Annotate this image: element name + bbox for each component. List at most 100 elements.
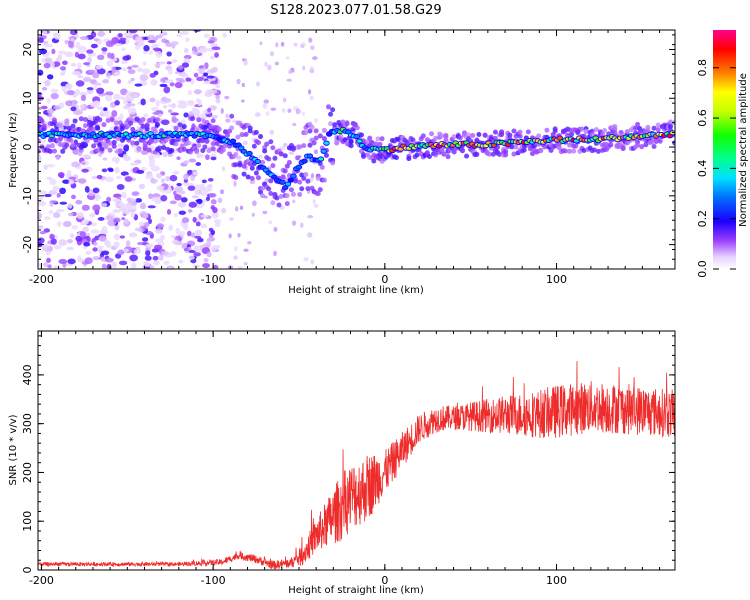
spectrogram-halo-cell: [268, 191, 274, 197]
spectrogram-halo-cell: [142, 144, 148, 150]
spectrogram-halo-cell: [340, 119, 346, 125]
spectrogram-halo-cell: [144, 123, 150, 129]
spectrogram-halo-cell: [305, 186, 311, 192]
spectrogram-halo-cell: [196, 117, 202, 123]
spectrogram-noise-cell: [193, 252, 201, 257]
spectrogram-noise-cell: [127, 80, 133, 84]
spectrogram-noise-cell: [200, 191, 209, 197]
spectrogram-ridge-cell: [505, 142, 511, 147]
spectrogram-halo-cell: [511, 151, 517, 157]
spectrogram-noise-cell: [119, 37, 127, 42]
spectrogram-noise-cell: [106, 60, 114, 67]
spectrogram-noise-cell: [79, 104, 86, 109]
spectrogram-noise-cell: [92, 204, 101, 212]
spectrogram-noise-cell: [167, 68, 173, 75]
spectrogram-noise-cell: [208, 193, 217, 198]
spectrogram-halo-cell: [297, 144, 303, 150]
spectrogram-noise-cell: [188, 201, 198, 208]
spectrogram-halo-cell: [326, 104, 332, 110]
spectrogram-noise-cell: [111, 66, 116, 73]
spectrogram-noise-cell: [92, 256, 100, 261]
spectrogram-noise-cell: [92, 72, 100, 79]
spectrogram-halo-cell: [538, 147, 544, 153]
spectrogram-noise-cell: [208, 227, 214, 232]
spectrogram-noise-cell: [161, 251, 170, 256]
spectrogram-halo-cell: [243, 131, 249, 137]
spectrogram-noise-cell: [65, 83, 72, 89]
spectrogram-halo-cell: [210, 118, 216, 124]
spectrogram-noise-cell: [210, 245, 219, 252]
spectrogram-noise-cell: [73, 110, 83, 116]
spectrogram-noise-cell: [38, 237, 45, 244]
spectrogram-noise-cell: [74, 88, 80, 96]
snr-x-tick-label: 0: [381, 574, 388, 587]
spectrogram-noise-cell: [66, 238, 73, 244]
spectrogram-halo-cell: [119, 123, 125, 129]
spectrogram-noise-cell: [183, 173, 189, 180]
spectrogram-noise-cell: [75, 235, 83, 242]
spectrogram-halo-cell: [233, 175, 239, 181]
spectrogram-halo-cell: [429, 131, 435, 137]
spectrogram-ridge-cell: [247, 151, 252, 156]
spectrogram-noise-cell: [121, 217, 126, 221]
spectrogram-noise-cell: [167, 266, 173, 269]
spectrogram-noise-cell: [75, 41, 81, 49]
spectrogram-noise-cell: [169, 251, 177, 257]
spectrogram-noise-cell: [61, 85, 67, 92]
spectrogram-noise-cell: [71, 225, 78, 230]
spectrogram-noise-cell: [267, 30, 271, 34]
spectrogram-noise-cell: [148, 159, 156, 165]
spectrogram-halo-cell: [258, 189, 264, 195]
spectrogram-halo-cell: [264, 141, 270, 147]
spectrogram-noise-cell: [79, 230, 86, 238]
spectrogram-noise-cell: [121, 47, 126, 51]
spectrogram-noise-cell: [96, 245, 104, 250]
spectrogram-noise-cell: [288, 151, 295, 155]
spectrogram-halo-cell: [270, 200, 276, 206]
spectrogram-noise-cell: [193, 72, 199, 78]
spectrogram-noise-cell: [122, 105, 130, 110]
spectrogram-noise-cell: [91, 175, 98, 180]
spectrogram-halo-cell: [68, 137, 74, 143]
colorbar: 0.0 0.2 0.4 0.6 0.8 Normalized spectral ampl…: [696, 30, 749, 278]
spectrogram-noise-cell: [183, 160, 189, 165]
spectrogram-noise-cell: [181, 73, 189, 79]
spectrogram-halo-cell: [600, 131, 606, 137]
spectrogram-noise-cell: [168, 224, 173, 231]
spectrogram-noise-cell: [181, 62, 190, 68]
spectrogram-halo-cell: [41, 123, 47, 129]
spectrogram-noise-cell: [100, 202, 108, 208]
spectrogram-noise-cell: [176, 156, 181, 160]
spectrogram-halo-cell: [200, 148, 206, 154]
spectrogram-ridge-cell: [346, 130, 351, 134]
spectrogram-noise-cell: [70, 194, 76, 200]
spectrogram-halo-cell: [618, 129, 624, 135]
spectrogram-noise-cell: [42, 30, 48, 37]
spectrogram-noise-cell: [171, 239, 179, 245]
spectrogram-halo-cell: [80, 143, 86, 149]
spectrogram-halo-cell: [379, 136, 385, 142]
spectrogram-halo-cell: [103, 142, 109, 148]
spectrogram-noise-cell: [75, 80, 85, 87]
spectrogram-noise-cell: [192, 195, 199, 199]
spectrogram-noise-cell: [233, 180, 237, 187]
spectrogram-noise-cell: [145, 261, 150, 267]
spectrogram-noise-cell: [215, 84, 221, 89]
spectrogram-noise-cell: [77, 53, 86, 60]
spectrogram-noise-cell: [41, 87, 48, 91]
spectrogram-noise-cell: [150, 165, 160, 172]
colorbar-tick-label: 0.6: [696, 109, 709, 127]
spectrogram-noise-cell: [207, 107, 212, 113]
spectrogram-halo-cell: [173, 125, 179, 131]
spectrogram-noise-cell: [222, 32, 227, 38]
spectrogram-halo-cell: [521, 147, 527, 153]
spectrogram-noise-cell: [214, 52, 219, 58]
spectrogram-noise-cell: [53, 32, 61, 40]
spectrogram-halo-cell: [464, 153, 470, 159]
spectrogram-noise-cell: [141, 149, 149, 155]
spectrogram-halo-cell: [426, 154, 432, 160]
spectrogram-halo-cell: [124, 144, 130, 150]
spectrogram-noise-cell: [307, 215, 314, 219]
spectrogram-noise-cell: [128, 30, 138, 34]
spectrogram-noise-cell: [62, 221, 72, 228]
